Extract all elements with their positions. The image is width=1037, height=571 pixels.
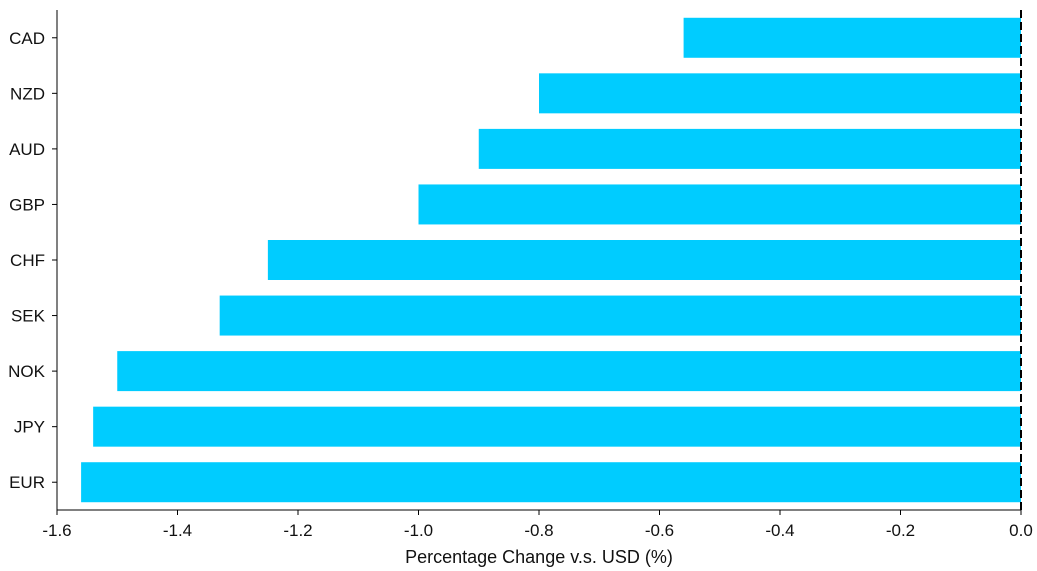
x-axis-ticks: -1.6 -1.4 -1.2 -1.0 -0.8 -0.6 -0.4 -0.2 0.0 [42, 510, 1033, 540]
category-label-nok: NOK [8, 362, 46, 381]
x-tick-label: -0.8 [524, 521, 553, 540]
bar-aud [478, 128, 1021, 169]
category-label-jpy: JPY [14, 418, 45, 437]
x-tick-label: -1.2 [283, 521, 312, 540]
x-tick-label: 0.0 [1009, 521, 1033, 540]
bar-chf [267, 240, 1021, 280]
bar-gbp [418, 184, 1021, 225]
x-axis-title: Percentage Change v.s. USD (%) [405, 547, 673, 567]
category-label-cad: CAD [9, 29, 45, 48]
category-labels: CAD NZD AUD GBP CHF SEK NOK JPY EUR [8, 29, 57, 492]
bar-sek [219, 295, 1022, 336]
bars-group [81, 17, 1022, 503]
x-tick-label: -0.6 [645, 521, 674, 540]
x-tick-label: -1.4 [163, 521, 192, 540]
bar-cad [683, 17, 1021, 58]
x-tick-label: -1.0 [404, 521, 433, 540]
bar-nok [117, 351, 1021, 392]
category-label-chf: CHF [10, 251, 45, 270]
category-label-gbp: GBP [9, 195, 45, 214]
x-tick-label: -1.6 [42, 521, 71, 540]
bar-nzd [539, 73, 1021, 114]
x-tick-label: -0.4 [765, 521, 794, 540]
category-label-aud: AUD [9, 140, 45, 159]
category-label-eur: EUR [9, 473, 45, 492]
category-label-nzd: NZD [10, 84, 45, 103]
x-tick-label: -0.2 [886, 521, 915, 540]
bar-eur [81, 462, 1022, 503]
category-label-sek: SEK [11, 307, 46, 326]
bar-jpy [93, 406, 1021, 447]
